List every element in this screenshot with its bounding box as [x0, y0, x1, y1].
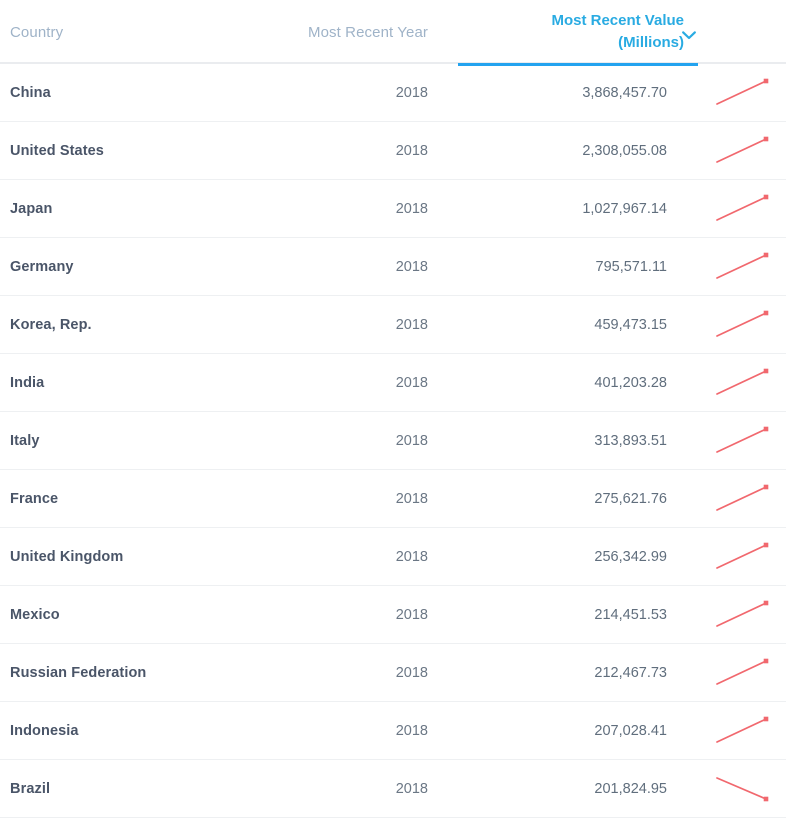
cell-most-recent-year: 2018	[395, 143, 428, 159]
cell-country: Russian Federation	[10, 665, 147, 681]
cell-most-recent-value: 795,571.11	[595, 259, 668, 275]
sparkline-trend-icon	[708, 644, 778, 702]
cell-most-recent-year: 2018	[395, 317, 428, 333]
cell-most-recent-year: 2018	[395, 259, 428, 275]
cell-most-recent-value: 212,467.73	[594, 665, 667, 681]
cell-most-recent-year: 2018	[395, 781, 428, 797]
column-header-country-label: Country	[10, 23, 64, 41]
table-row[interactable]: Russian Federation 2018 212,467.73	[0, 644, 786, 702]
table-row[interactable]: Mexico 2018 214,451.53	[0, 586, 786, 644]
cell-country: China	[10, 85, 51, 101]
cell-most-recent-value: 401,203.28	[594, 375, 667, 391]
cell-most-recent-year: 2018	[395, 433, 428, 449]
column-header-most-recent-year-label: Most Recent Year	[307, 23, 428, 41]
chevron-down-icon[interactable]	[681, 27, 697, 43]
cell-most-recent-value: 2,308,055.08	[582, 143, 667, 159]
cell-country: United States	[10, 143, 104, 159]
cell-most-recent-value: 201,824.95	[594, 781, 667, 797]
cell-country: India	[10, 375, 45, 391]
sparkline-trend-icon	[708, 528, 778, 586]
sparkline-trend-icon	[708, 296, 778, 354]
cell-country: Italy	[10, 433, 40, 449]
cell-country: Germany	[10, 259, 74, 275]
table-row[interactable]: Japan 2018 1,027,967.14	[0, 180, 786, 238]
cell-most-recent-value: 313,893.51	[594, 433, 667, 449]
cell-country: France	[10, 491, 59, 507]
table-row[interactable]: Brazil 2018 201,824.95	[0, 760, 786, 818]
table-row[interactable]: China 2018 3,868,457.70	[0, 64, 786, 122]
cell-most-recent-value: 207,028.41	[594, 723, 667, 739]
cell-country: Brazil	[10, 781, 51, 797]
cell-most-recent-year: 2018	[395, 375, 428, 391]
table-row[interactable]: United Kingdom 2018 256,342.99	[0, 528, 786, 586]
cell-country: Indonesia	[10, 723, 79, 739]
column-header-most-recent-value[interactable]: Most Recent Value (Millions)	[458, 0, 698, 66]
cell-most-recent-value: 275,621.76	[594, 491, 667, 507]
cell-most-recent-year: 2018	[395, 85, 428, 101]
cell-most-recent-year: 2018	[395, 607, 428, 623]
sparkline-trend-icon	[708, 470, 778, 528]
table-row[interactable]: France 2018 275,621.76	[0, 470, 786, 528]
table-row[interactable]: Italy 2018 313,893.51	[0, 412, 786, 470]
table-row[interactable]: Korea, Rep. 2018 459,473.15	[0, 296, 786, 354]
cell-most-recent-value: 1,027,967.14	[582, 201, 667, 217]
cell-country: Korea, Rep.	[10, 317, 92, 333]
column-header-most-recent-value-label: Most Recent Value	[551, 12, 684, 30]
cell-most-recent-value: 256,342.99	[594, 549, 667, 565]
cell-most-recent-year: 2018	[395, 665, 428, 681]
cell-most-recent-year: 2018	[395, 549, 428, 565]
cell-most-recent-year: 2018	[395, 201, 428, 217]
column-header-most-recent-value-units: (Millions)	[618, 34, 684, 51]
sparkline-trend-icon	[708, 702, 778, 760]
sparkline-trend-icon	[708, 586, 778, 644]
cell-country: Japan	[10, 201, 53, 217]
sparkline-trend-icon	[708, 180, 778, 238]
cell-most-recent-value: 459,473.15	[594, 317, 667, 333]
cell-most-recent-value: 3,868,457.70	[582, 85, 667, 101]
column-header-country[interactable]: Country	[10, 0, 63, 64]
table-row[interactable]: India 2018 401,203.28	[0, 354, 786, 412]
sparkline-trend-icon	[708, 760, 778, 818]
sparkline-trend-icon	[708, 122, 778, 180]
table-body: China 2018 3,868,457.70 United States 2018 2,…	[0, 64, 786, 818]
cell-country: Mexico	[10, 607, 60, 623]
cell-most-recent-year: 2018	[395, 723, 428, 739]
cell-country: United Kingdom	[10, 549, 124, 565]
sparkline-trend-icon	[708, 238, 778, 296]
sparkline-trend-icon	[708, 412, 778, 470]
cell-most-recent-value: 214,451.53	[594, 607, 667, 623]
sparkline-trend-icon	[708, 354, 778, 412]
cell-most-recent-year: 2018	[395, 491, 428, 507]
table-header-row: Country Most Recent Year Most Recent Val…	[0, 0, 786, 66]
table-row[interactable]: Indonesia 2018 207,028.41	[0, 702, 786, 760]
sparkline-trend-icon	[708, 64, 778, 122]
column-header-most-recent-year[interactable]: Most Recent Year	[0, 0, 428, 64]
table-row[interactable]: Germany 2018 795,571.11	[0, 238, 786, 296]
active-column-underline	[458, 63, 698, 66]
table-row[interactable]: United States 2018 2,308,055.08	[0, 122, 786, 180]
